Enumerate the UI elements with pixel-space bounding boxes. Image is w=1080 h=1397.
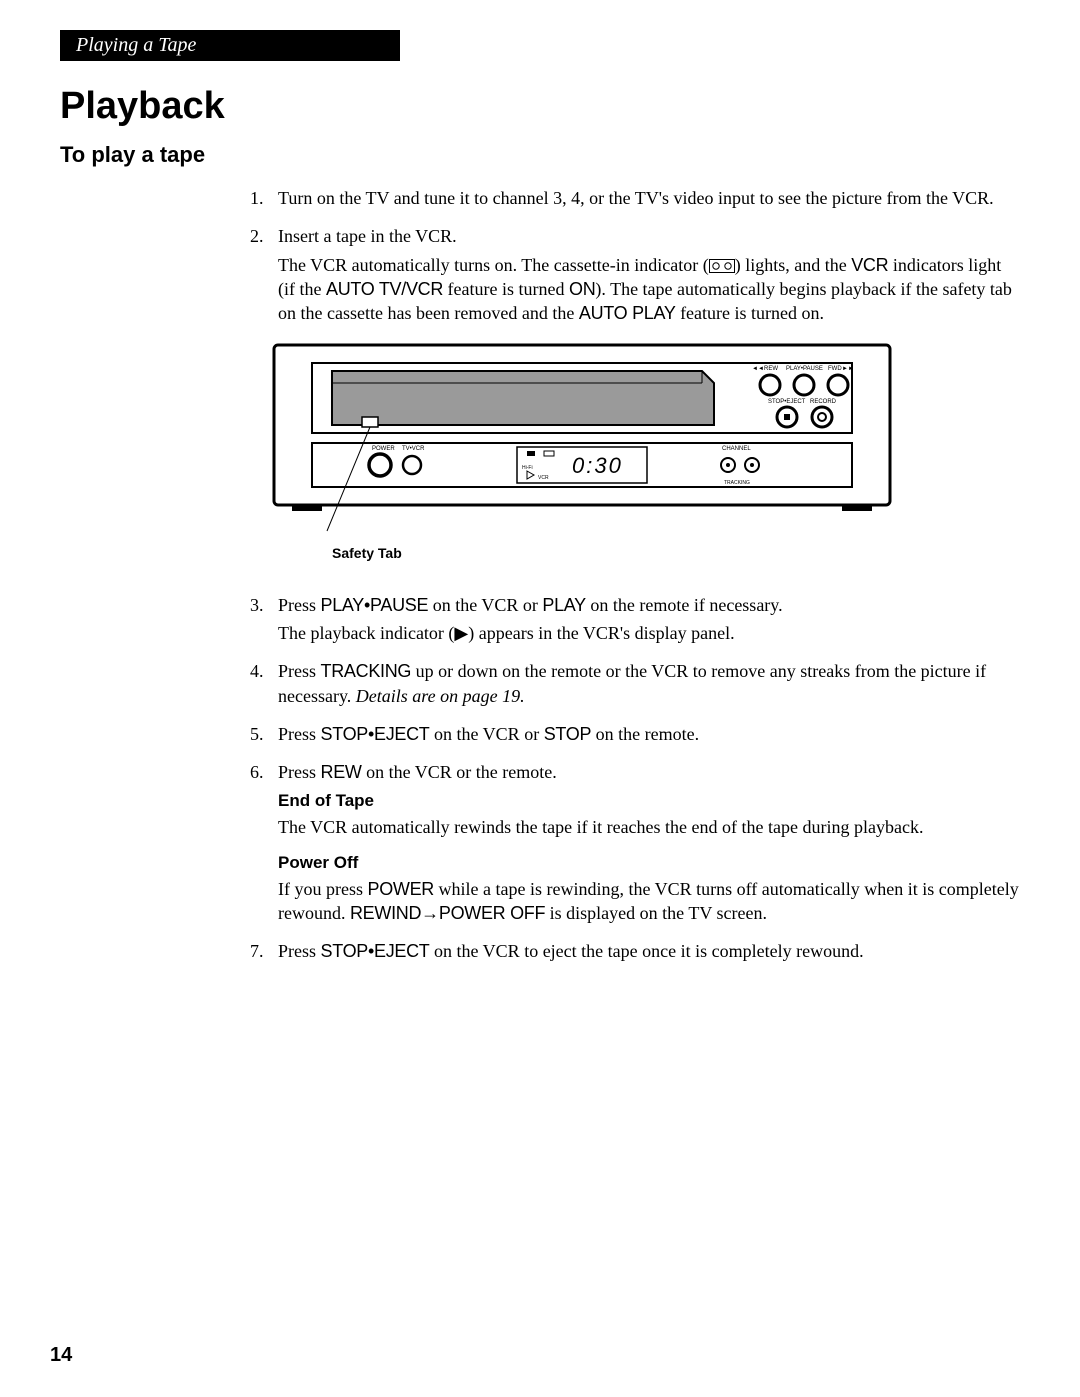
cassette-in-icon xyxy=(709,259,735,273)
channel-label: CHANNEL xyxy=(722,446,751,452)
svg-text:◄◄: ◄◄ xyxy=(752,366,764,372)
tracking-label: TRACKING xyxy=(724,480,750,486)
step-1-text: Turn on the TV and tune it to channel 3,… xyxy=(278,188,994,208)
step-list: Turn on the TV and tune it to channel 3,… xyxy=(250,186,1020,964)
step-3: Press PLAY•PAUSE on the VCR or PLAY on t… xyxy=(250,593,1020,646)
svg-text:PLAY•PAUSE: PLAY•PAUSE xyxy=(786,366,823,372)
vcr-svg: POWER TV•VCR 0:30 Hi-Fi VCR xyxy=(272,343,892,533)
tvvcr-label: TV•VCR xyxy=(402,446,425,452)
svg-text:►►: ►► xyxy=(842,366,854,372)
step-7: Press STOP•EJECT on the VCR to eject the… xyxy=(250,939,1020,963)
svg-text:FWD: FWD xyxy=(828,366,842,372)
svg-text:REW: REW xyxy=(764,366,778,372)
step-2-body: The VCR automatically turns on. The cass… xyxy=(278,253,1020,326)
svg-text:VCR: VCR xyxy=(538,475,549,481)
safety-tab-label: Safety Tab xyxy=(332,544,1020,563)
power-label: POWER xyxy=(372,446,395,452)
content-column: Turn on the TV and tune it to channel 3,… xyxy=(250,186,1020,964)
page-number: 14 xyxy=(50,1344,72,1367)
step-5: Press STOP•EJECT on the VCR or STOP on t… xyxy=(250,722,1020,746)
svg-text:Hi-Fi: Hi-Fi xyxy=(522,465,533,471)
step-6: Press REW on the VCR or the remote. End … xyxy=(250,760,1020,925)
page-subtitle: To play a tape xyxy=(60,142,1020,168)
svg-text:STOP•EJECT: STOP•EJECT xyxy=(768,399,806,405)
svg-text:RECORD: RECORD xyxy=(810,399,837,405)
power-off-heading: Power Off xyxy=(278,852,1020,875)
display-time: 0:30 xyxy=(572,453,623,478)
vcr-figure: POWER TV•VCR 0:30 Hi-Fi VCR xyxy=(272,343,1020,562)
step-4: Press TRACKING up or down on the remote … xyxy=(250,659,1020,708)
step-2: Insert a tape in the VCR. The VCR automa… xyxy=(250,224,1020,562)
step-2-line1: Insert a tape in the VCR. xyxy=(278,226,457,246)
end-of-tape-heading: End of Tape xyxy=(278,790,1020,813)
step-1: Turn on the TV and tune it to channel 3,… xyxy=(250,186,1020,210)
page-title: Playback xyxy=(60,85,1020,128)
manual-page: Playing a Tape Playback To play a tape T… xyxy=(0,0,1080,1397)
section-tab: Playing a Tape xyxy=(60,30,400,61)
